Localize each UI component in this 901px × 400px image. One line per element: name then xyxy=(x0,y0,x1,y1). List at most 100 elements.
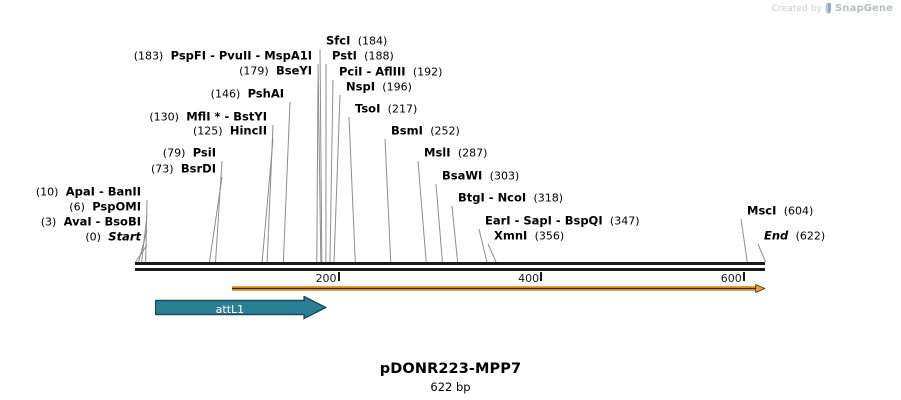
enzyme-name: Start xyxy=(108,229,141,244)
enzyme-name: MslI xyxy=(424,145,451,160)
site-apai-banii[interactable]: (10) ApaI - BanII xyxy=(36,186,141,199)
site-avai-bsobi[interactable]: (3) AvaI - BsoBI xyxy=(41,216,141,229)
ruler-tick xyxy=(742,272,745,281)
enzyme-name: PciI xyxy=(339,64,363,79)
enzyme-name: ApaI xyxy=(65,184,95,199)
enzyme-name: BtgI xyxy=(458,190,485,205)
name-separator: - xyxy=(362,64,376,79)
enzyme-name: PspOMI xyxy=(92,199,141,214)
name-separator: - xyxy=(94,184,108,199)
name-separator: - xyxy=(510,213,524,228)
site-eari-sapi-bspqi[interactable]: EarI - SapI - BspQI (347) xyxy=(485,215,640,228)
site-btgi-ncoi[interactable]: BtgI - NcoI (318) xyxy=(458,192,563,205)
site-position: (604) xyxy=(783,204,814,218)
site-bsrdi[interactable]: (73) BsrDI xyxy=(151,163,216,176)
enzyme-name: BsaWI xyxy=(442,168,483,183)
enzyme-name: BstYI xyxy=(233,109,267,124)
site-position: (0) xyxy=(85,230,101,244)
ruler-tick xyxy=(337,272,340,281)
enzyme-name: EarI xyxy=(485,213,511,228)
site-position: (179) xyxy=(239,64,269,78)
site-position: (183) xyxy=(133,49,164,63)
backbone-bottom-strand xyxy=(135,268,765,271)
snapgene-watermark: Created by SnapGene xyxy=(772,3,893,14)
enzyme-name: TsoI xyxy=(355,101,381,116)
site-sfci[interactable]: SfcI (184) xyxy=(326,35,387,48)
site-position: (130) xyxy=(149,110,179,124)
site-mfli-bstyi[interactable]: (130) MflI * - BstYI xyxy=(149,111,267,124)
enzyme-name: MflI * xyxy=(186,109,221,124)
site-bsmi[interactable]: BsmI (252) xyxy=(391,125,460,138)
enzyme-name: AvaI xyxy=(63,214,92,229)
site-position: (356) xyxy=(534,229,565,243)
site-position: (318) xyxy=(533,191,564,205)
enzyme-name: MscI xyxy=(747,203,777,218)
site-pshai[interactable]: (146) PshAI xyxy=(211,88,284,101)
site-pspfi-pvuii-mspa1i[interactable]: (183) PspFI - PvuII - MspA1I xyxy=(134,50,312,63)
enzyme-name: BsrDI xyxy=(180,161,216,176)
enzyme-name: BsmI xyxy=(391,123,423,138)
name-separator: - xyxy=(251,48,265,63)
enzyme-name: SfcI xyxy=(326,33,351,48)
enzyme-name: NcoI xyxy=(497,190,527,205)
enzyme-name: PstI xyxy=(332,48,357,63)
site-msli[interactable]: MslI (287) xyxy=(424,147,487,160)
site-position: (3) xyxy=(40,215,57,229)
enzyme-name: HincII xyxy=(229,123,267,138)
plasmid-size: 622 bp xyxy=(430,380,471,394)
watermark-brand: SnapGene xyxy=(835,3,893,14)
site-start[interactable]: (0) Start xyxy=(85,231,141,244)
page-title: pDONR223-MPP7 xyxy=(379,361,522,377)
site-msci[interactable]: MscI (604) xyxy=(747,205,813,218)
feature-label-attl1: attL1 xyxy=(215,303,245,316)
site-position: (217) xyxy=(387,102,418,116)
enzyme-name: PsiI xyxy=(192,145,216,160)
enzyme-name: AflIII xyxy=(375,64,406,79)
enzyme-name: PshAI xyxy=(247,86,284,101)
site-position: (6) xyxy=(69,200,85,214)
feature-arrow-attl1[interactable] xyxy=(155,296,327,322)
backbone-top-strand xyxy=(135,262,765,265)
site-position: (184) xyxy=(357,34,388,48)
enzyme-name: XmnI xyxy=(494,228,528,243)
ruler-label: 600 xyxy=(720,272,742,285)
site-position: (192) xyxy=(412,65,443,79)
name-separator: - xyxy=(206,48,219,63)
orf-direction-arrow xyxy=(232,284,766,294)
enzyme-name: End xyxy=(764,228,789,243)
enzyme-name: BspQI xyxy=(564,213,603,228)
site-position: (622) xyxy=(795,229,826,243)
site-psti[interactable]: PstI (188) xyxy=(332,50,394,63)
site-bseyi[interactable]: (179) BseYI xyxy=(239,65,312,78)
site-nspi[interactable]: NspI (196) xyxy=(346,81,412,94)
enzyme-name: PspFI xyxy=(170,48,207,63)
snapgene-logo-icon xyxy=(825,3,832,14)
site-xmni[interactable]: XmnI (356) xyxy=(494,230,564,243)
name-separator: - xyxy=(91,214,105,229)
site-position: (252) xyxy=(430,124,460,138)
enzyme-name: NspI xyxy=(346,79,375,94)
ruler-label: 200 xyxy=(315,272,337,285)
title-block: pDONR223-MPP7 622 bp xyxy=(0,361,901,394)
site-position: (196) xyxy=(382,80,412,94)
site-position: (10) xyxy=(35,185,59,199)
enzyme-name: BanII xyxy=(107,184,141,199)
name-separator: - xyxy=(551,213,565,228)
site-end[interactable]: End (622) xyxy=(764,230,825,243)
enzyme-site-labels: (10) ApaI - BanII (6) PspOMI (3) AvaI - Bs… xyxy=(36,35,825,244)
site-pcii-aflii[interactable]: PciI - AflIII (192) xyxy=(339,66,442,79)
site-tsoi[interactable]: TsoI (217) xyxy=(355,103,417,116)
name-separator: - xyxy=(220,109,234,124)
site-pspomi[interactable]: (6) PspOMI xyxy=(69,201,141,214)
site-position: (125) xyxy=(192,124,223,138)
site-hincii[interactable]: (125) HincII xyxy=(193,125,267,138)
enzyme-name: PvuII xyxy=(218,48,252,63)
site-psii[interactable]: (79) PsiI xyxy=(163,147,216,160)
enzyme-name: BsoBI xyxy=(104,214,141,229)
name-separator: - xyxy=(484,190,498,205)
site-position: (73) xyxy=(150,162,174,176)
site-position: (79) xyxy=(162,146,186,160)
site-bsawi[interactable]: BsaWI (303) xyxy=(442,170,519,183)
